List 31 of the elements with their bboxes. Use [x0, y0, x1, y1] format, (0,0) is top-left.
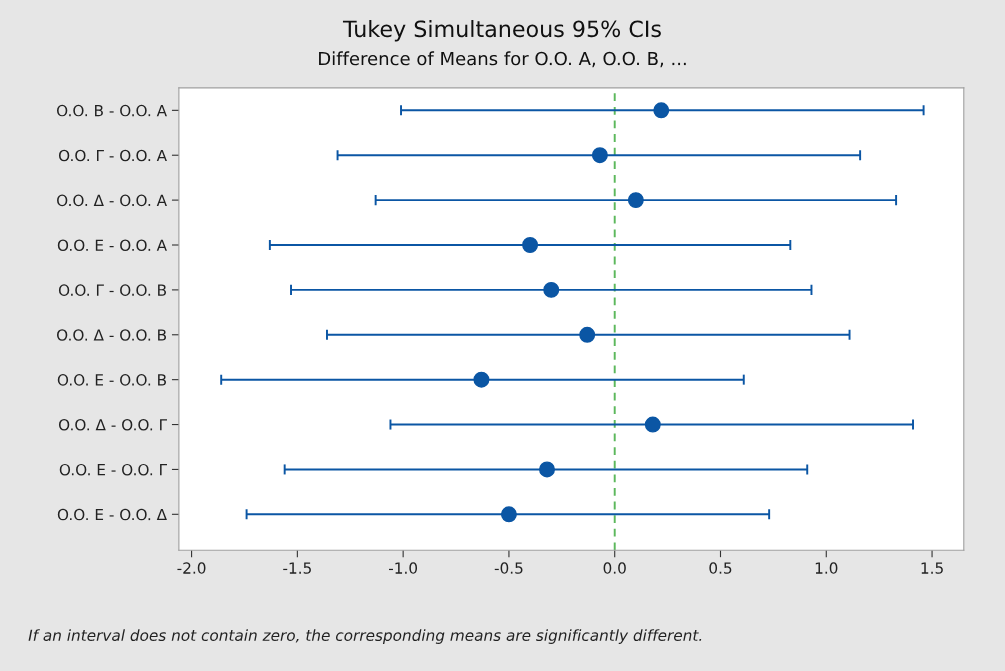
- text: If an interval does not contain zero, the corresponding means are significantly different.: [28, 629, 702, 644]
- point: [500, 506, 517, 523]
- y-tick-label: O.O. B - O.O. A: [56, 104, 167, 117]
- x-tick-label: 0.0: [603, 562, 626, 574]
- y-tick-label: O.O. E - O.O. Δ: [57, 508, 167, 521]
- point: [644, 416, 661, 433]
- x-tick-label: 1.0: [815, 562, 838, 574]
- x-tick-label: 0.5: [709, 562, 732, 574]
- x-tick-label: -1.5: [283, 562, 311, 574]
- point: [522, 237, 539, 253]
- point: [539, 461, 555, 478]
- x-tick-label: -1.0: [388, 562, 418, 574]
- y-tick-label: O.O. Δ - O.O. B: [56, 329, 167, 341]
- x-tick-label: -0.5: [494, 562, 523, 574]
- point: [543, 281, 560, 298]
- y-tick-label: O.O. E - O.O. Γ: [59, 463, 167, 476]
- x-tick-label: -2.0: [177, 562, 206, 574]
- y-tick-label: O.O. Γ - O.O. B: [58, 284, 167, 296]
- y-tick-label: O.O. Δ - O.O. Γ: [58, 419, 167, 431]
- point: [579, 326, 596, 343]
- x-tick-label: 1.5: [921, 562, 943, 574]
- y-tick-label: O.O. Δ - O.O. A: [57, 194, 167, 207]
- point: [591, 147, 608, 164]
- point: [473, 371, 490, 388]
- point: [627, 192, 644, 209]
- point: [653, 102, 670, 119]
- y-tick-label: O.O. E - O.O. B: [57, 374, 167, 386]
- y-tick-label: O.O. E - O.O. A: [57, 239, 167, 252]
- y-tick-label: O.O. Γ - O.O. A: [58, 149, 167, 162]
- chart-title: Tukey Simultaneous 95% CIs: [342, 20, 661, 42]
- chart-subtitle: Difference of Means for O.O. A, O.O. B, ...: [319, 51, 686, 68]
